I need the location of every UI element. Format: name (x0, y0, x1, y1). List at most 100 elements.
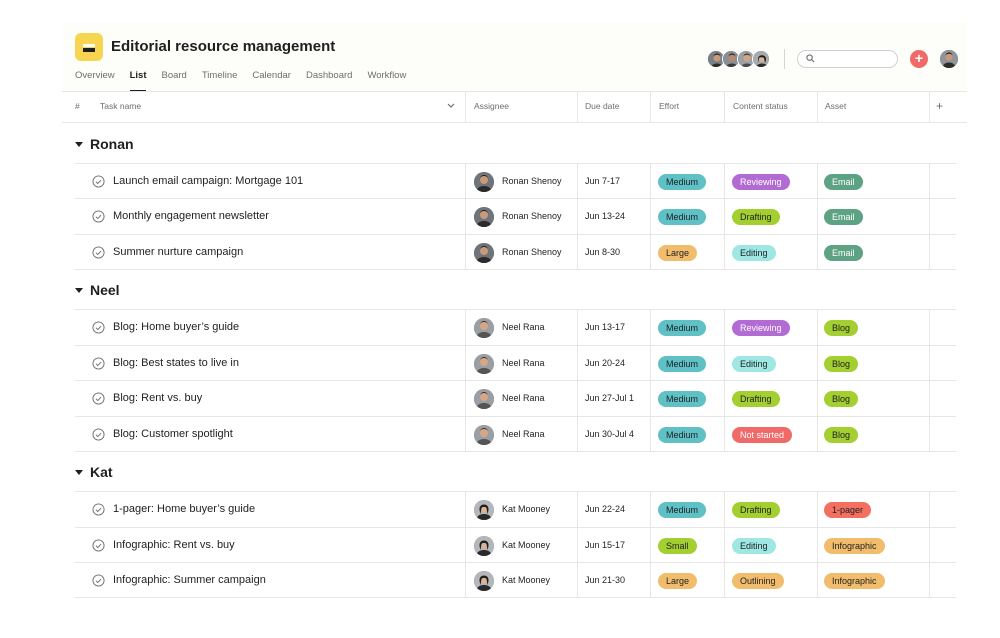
assignee-name[interactable]: Neel Rana (502, 358, 545, 368)
table-row[interactable]: Launch email campaign: Mortgage 101 Rona… (75, 163, 956, 199)
asset-tag[interactable]: Blog (824, 427, 859, 443)
check-circle-icon[interactable] (92, 175, 105, 188)
task-name[interactable]: 1-pager: Home buyer’s guide (113, 503, 256, 515)
caret-down-icon[interactable] (75, 142, 83, 147)
task-name[interactable]: Blog: Home buyer’s guide (113, 321, 240, 333)
project-icon[interactable] (75, 33, 103, 61)
content-status-tag[interactable]: Editing (732, 538, 776, 554)
column-header-asset[interactable]: Asset (825, 101, 847, 111)
content-status-tag[interactable]: Not started (732, 427, 793, 443)
add-column-button[interactable]: + (936, 99, 944, 113)
table-row[interactable]: Blog: Home buyer’s guide Neel Rana Jun 1… (75, 309, 956, 345)
tab-dashboard[interactable]: Dashboard (305, 70, 353, 81)
table-row[interactable]: Infographic: Rent vs. buy Kat Mooney Jun… (75, 527, 956, 563)
user-avatar[interactable] (940, 50, 958, 68)
table-row[interactable]: Monthly engagement newsletter Ronan Shen… (75, 198, 956, 234)
due-date[interactable]: Jun 15-17 (585, 540, 626, 550)
due-date[interactable]: Jun 22-24 (585, 504, 626, 514)
content-status-tag[interactable]: Outlining (732, 573, 784, 589)
check-circle-icon[interactable] (92, 392, 105, 405)
content-status-tag[interactable]: Reviewing (732, 174, 790, 190)
group-header-ronan[interactable]: Ronan (75, 134, 134, 154)
asset-tag[interactable]: Email (824, 209, 863, 225)
task-name[interactable]: Infographic: Summer campaign (113, 574, 266, 586)
effort-tag[interactable]: Medium (658, 391, 707, 407)
asset-tag[interactable]: Blog (824, 356, 859, 372)
assignee-name[interactable]: Kat Mooney (502, 575, 551, 585)
effort-tag[interactable]: Large (658, 245, 698, 261)
task-name[interactable]: Blog: Best states to live in (113, 357, 239, 369)
table-row[interactable]: Blog: Best states to live in Neel Rana J… (75, 345, 956, 381)
asset-tag[interactable]: Blog (824, 391, 859, 407)
due-date[interactable]: Jun 21-30 (585, 575, 626, 585)
due-date[interactable]: Jun 8-30 (585, 247, 621, 257)
assignee-name[interactable]: Kat Mooney (502, 504, 551, 514)
asset-tag[interactable]: Infographic (824, 573, 885, 589)
tab-workflow[interactable]: Workflow (367, 70, 407, 81)
due-date[interactable]: Jun 30-Jul 4 (585, 429, 635, 439)
caret-down-icon[interactable] (75, 470, 83, 475)
content-status-tag[interactable]: Editing (732, 356, 776, 372)
task-name[interactable]: Summer nurture campaign (113, 246, 244, 258)
due-date[interactable]: Jun 27-Jul 1 (585, 393, 635, 403)
content-status-tag[interactable]: Drafting (732, 502, 780, 518)
task-name[interactable]: Infographic: Rent vs. buy (113, 539, 235, 551)
caret-down-icon[interactable] (75, 288, 83, 293)
table-row[interactable]: Blog: Rent vs. buy Neel Rana Jun 27-Jul … (75, 380, 956, 416)
column-header-content-status[interactable]: Content status (733, 101, 788, 111)
due-date[interactable]: Jun 7-17 (585, 176, 621, 186)
table-row[interactable]: 1-pager: Home buyer’s guide Kat Mooney J… (75, 491, 956, 527)
column-header-due-date[interactable]: Due date (585, 101, 620, 111)
tab-calendar[interactable]: Calendar (252, 70, 291, 81)
asset-tag[interactable]: Email (824, 174, 863, 190)
asset-tag[interactable]: Infographic (824, 538, 885, 554)
assignee-name[interactable]: Neel Rana (502, 393, 545, 403)
assignee-name[interactable]: Ronan Shenoy (502, 176, 562, 186)
check-circle-icon[interactable] (92, 539, 105, 552)
due-date[interactable]: Jun 13-17 (585, 322, 626, 332)
content-status-tag[interactable]: Drafting (732, 391, 780, 407)
assignee-name[interactable]: Ronan Shenoy (502, 247, 562, 257)
task-name[interactable]: Launch email campaign: Mortgage 101 (113, 175, 304, 187)
tab-overview[interactable]: Overview (75, 70, 115, 81)
tab-timeline[interactable]: Timeline (201, 70, 238, 81)
check-circle-icon[interactable] (92, 357, 105, 370)
check-circle-icon[interactable] (92, 210, 105, 223)
asset-tag[interactable]: Blog (824, 320, 859, 336)
effort-tag[interactable]: Medium (658, 502, 707, 518)
assignee-name[interactable]: Ronan Shenoy (502, 211, 562, 221)
table-row[interactable]: Summer nurture campaign Ronan Shenoy Jun… (75, 234, 956, 270)
check-circle-icon[interactable] (92, 574, 105, 587)
effort-tag[interactable]: Medium (658, 356, 707, 372)
asset-tag[interactable]: 1-pager (824, 502, 872, 518)
table-row[interactable]: Infographic: Summer campaign Kat Mooney … (75, 562, 956, 598)
column-header-effort[interactable]: Effort (659, 101, 680, 111)
group-header-kat[interactable]: Kat (75, 462, 113, 482)
effort-tag[interactable]: Medium (658, 174, 707, 190)
assignee-name[interactable]: Neel Rana (502, 429, 545, 439)
column-header-assignee[interactable]: Assignee (474, 101, 509, 111)
group-header-neel[interactable]: Neel (75, 280, 120, 300)
table-row[interactable]: Blog: Customer spotlight Neel Rana Jun 3… (75, 416, 956, 452)
check-circle-icon[interactable] (92, 321, 105, 334)
page-title[interactable]: Editorial resource management (111, 38, 336, 55)
effort-tag[interactable]: Medium (658, 427, 707, 443)
task-name[interactable]: Blog: Rent vs. buy (113, 392, 203, 404)
due-date[interactable]: Jun 20-24 (585, 358, 626, 368)
asset-tag[interactable]: Email (824, 245, 863, 261)
assignee-name[interactable]: Kat Mooney (502, 540, 551, 550)
column-header-task-name[interactable]: Task name (100, 101, 142, 111)
effort-tag[interactable]: Medium (658, 320, 707, 336)
assignee-name[interactable]: Neel Rana (502, 322, 545, 332)
effort-tag[interactable]: Large (658, 573, 698, 589)
effort-tag[interactable]: Medium (658, 209, 707, 225)
content-status-tag[interactable]: Drafting (732, 209, 780, 225)
add-button[interactable]: + (910, 50, 928, 68)
chevron-down-icon[interactable] (447, 103, 455, 109)
project-members[interactable] (707, 50, 770, 68)
check-circle-icon[interactable] (92, 503, 105, 516)
check-circle-icon[interactable] (92, 246, 105, 259)
tab-list[interactable]: List (129, 70, 146, 92)
search-input[interactable] (797, 50, 898, 68)
content-status-tag[interactable]: Reviewing (732, 320, 790, 336)
